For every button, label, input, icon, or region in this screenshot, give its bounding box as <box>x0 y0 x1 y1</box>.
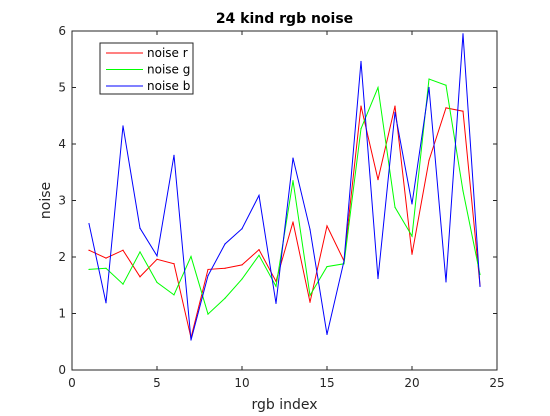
x-tick-label: 0 <box>68 376 76 390</box>
data-point <box>309 301 311 303</box>
y-tick-label: 6 <box>58 24 66 38</box>
data-point <box>207 268 209 271</box>
data-point <box>207 275 209 277</box>
data-point <box>258 194 260 197</box>
data-point <box>445 84 447 86</box>
y-tick-label: 5 <box>58 81 66 95</box>
data-point <box>156 281 158 284</box>
data-point <box>326 333 328 336</box>
series-points-noise-b <box>88 33 481 341</box>
data-point <box>88 249 90 251</box>
data-point <box>88 268 90 271</box>
data-point <box>292 157 294 159</box>
x-tick-label: 20 <box>404 376 419 390</box>
data-point <box>462 190 464 192</box>
data-point <box>224 267 226 269</box>
data-point <box>411 253 413 255</box>
series-points-noise-r <box>88 105 481 339</box>
data-point <box>173 263 175 265</box>
y-axis-label: noise <box>38 182 54 219</box>
data-point <box>377 277 379 280</box>
data-point <box>258 254 260 256</box>
data-point <box>241 264 243 266</box>
data-point <box>105 257 107 259</box>
x-axis-label: rgb index <box>251 397 317 413</box>
data-point <box>326 225 328 227</box>
ticks-layer: 0 5 10 15 20 25 0 1 2 3 4 5 6 <box>58 24 504 390</box>
data-point <box>224 297 226 299</box>
data-point <box>224 243 226 245</box>
data-point <box>292 180 294 182</box>
data-point <box>190 255 192 258</box>
data-point <box>241 228 243 230</box>
chart-title: 24 kind rgb noise <box>216 11 353 27</box>
data-point <box>394 105 396 107</box>
data-point <box>428 78 430 80</box>
series-line-noise-r <box>88 106 481 338</box>
data-point <box>241 278 243 280</box>
x-tick-label: 5 <box>153 376 161 390</box>
data-point <box>428 86 430 89</box>
data-point <box>105 302 107 304</box>
data-point <box>88 223 90 225</box>
series-line-noise-b <box>88 33 481 341</box>
x-tick-label: 15 <box>319 376 334 390</box>
data-point <box>122 249 124 251</box>
data-point <box>428 159 430 161</box>
legend: noise r noise g noise b <box>99 42 194 95</box>
y-tick-label: 2 <box>58 250 66 264</box>
data-point <box>258 249 260 251</box>
legend-label: noise b <box>147 79 190 93</box>
data-point <box>156 258 158 260</box>
data-point <box>462 110 464 112</box>
series-points-noise-g <box>88 78 481 315</box>
y-tick-label: 3 <box>58 194 66 208</box>
data-point <box>360 105 362 107</box>
data-point <box>105 267 107 269</box>
data-point <box>445 281 447 283</box>
data-point <box>275 302 277 304</box>
data-point <box>139 227 141 229</box>
data-point <box>275 285 277 287</box>
y-tick-label: 1 <box>58 307 66 321</box>
y-tick-label: 0 <box>58 363 66 377</box>
data-point <box>462 33 464 35</box>
data-point <box>309 228 311 230</box>
data-point <box>207 313 209 315</box>
y-tick-label: 4 <box>58 137 66 151</box>
data-point <box>377 86 379 89</box>
data-point <box>122 125 124 127</box>
data-point <box>173 294 175 296</box>
data-point <box>156 255 158 257</box>
series-layer <box>88 33 481 341</box>
data-point <box>394 206 396 208</box>
data-point <box>394 111 396 113</box>
data-point <box>139 251 141 253</box>
data-point <box>479 285 481 287</box>
data-point <box>326 266 328 268</box>
data-point <box>377 178 379 181</box>
data-point <box>309 294 311 297</box>
data-point <box>190 339 192 341</box>
data-point <box>292 221 294 223</box>
data-point <box>411 203 413 205</box>
legend-label: noise g <box>147 63 190 77</box>
data-point <box>122 283 124 285</box>
legend-label: noise r <box>147 46 188 60</box>
data-point <box>360 60 362 63</box>
data-point <box>139 276 141 278</box>
data-point <box>360 128 362 130</box>
data-point <box>173 154 175 156</box>
data-point <box>445 107 447 109</box>
data-point <box>343 260 345 262</box>
x-tick-label: 25 <box>489 376 504 390</box>
x-tick-label: 10 <box>234 376 249 390</box>
data-point <box>411 235 413 237</box>
